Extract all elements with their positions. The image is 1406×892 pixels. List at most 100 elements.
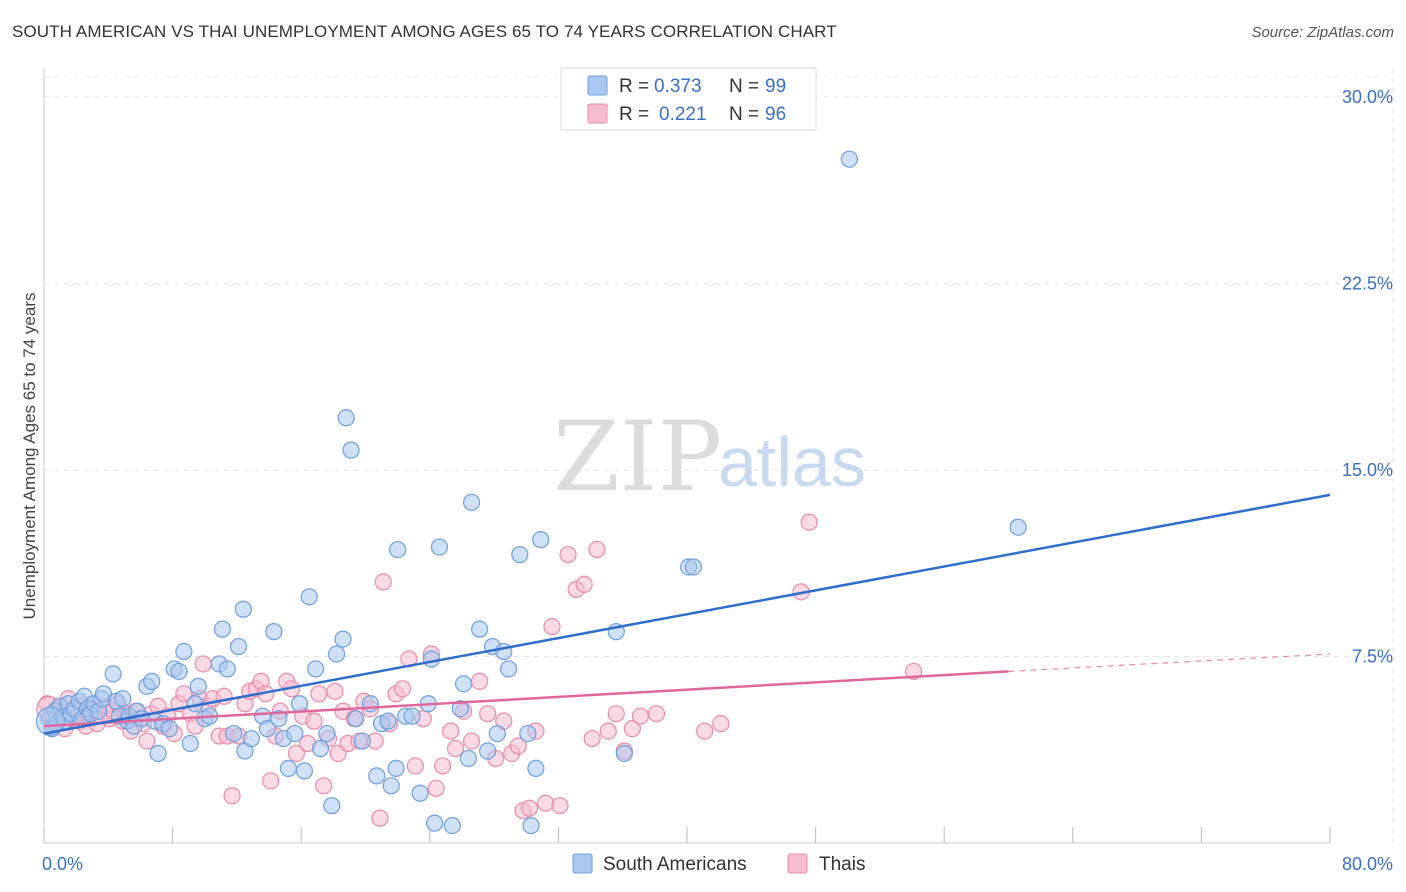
south-americans-point bbox=[519, 724, 537, 743]
legend-swatch-south-americans bbox=[587, 75, 608, 96]
south-americans-point bbox=[522, 816, 540, 835]
legend-r-value-2: 0.221 bbox=[659, 104, 707, 125]
thais-point bbox=[223, 787, 241, 805]
south-americans-point bbox=[318, 724, 336, 743]
south-americans-point bbox=[149, 744, 167, 763]
watermark-atlas: atlas bbox=[718, 423, 866, 501]
legend-n-label-1: N = bbox=[729, 76, 759, 97]
thais-point bbox=[175, 685, 193, 703]
south-americans-point bbox=[684, 558, 703, 576]
x-axis-ticks bbox=[43, 827, 1331, 843]
south-americans-point bbox=[430, 538, 449, 556]
thais-point bbox=[442, 722, 460, 740]
y-tick-label-0: 7.5% bbox=[1352, 647, 1393, 667]
y-axis-label: Unemployment Among Ages 65 to 74 years bbox=[20, 293, 39, 620]
bottom-legend-label-south-americans: South Americans bbox=[603, 854, 747, 875]
thais-trend-line bbox=[43, 670, 1009, 728]
south-americans-point bbox=[337, 409, 355, 427]
south-americans-trend-line bbox=[43, 493, 1331, 735]
thais-point bbox=[446, 739, 465, 758]
thais-point bbox=[194, 655, 212, 673]
south-americans-point bbox=[181, 734, 199, 753]
south-americans-point bbox=[143, 672, 161, 690]
south-americans-point bbox=[451, 700, 469, 718]
thais-point bbox=[406, 757, 424, 775]
south-americans-point bbox=[615, 744, 633, 763]
south-americans-point bbox=[242, 729, 260, 748]
south-americans-point bbox=[323, 797, 341, 815]
thais-point bbox=[371, 809, 389, 827]
south-americans-point bbox=[286, 724, 304, 743]
south-americans-point bbox=[225, 724, 243, 743]
south-americans-point bbox=[426, 814, 444, 832]
x-tick-label-min: 0.0% bbox=[42, 854, 83, 874]
thais-point bbox=[462, 732, 481, 750]
south-americans-point bbox=[342, 441, 360, 459]
south-americans-point bbox=[104, 665, 122, 683]
thais-point bbox=[631, 707, 649, 725]
south-americans-point bbox=[403, 707, 421, 725]
legend-top: R = 0.373 N = 99 R = 0.221 N = 96 bbox=[560, 67, 817, 131]
south-americans-point bbox=[290, 695, 309, 713]
south-americans-point bbox=[258, 720, 277, 738]
south-americans-point bbox=[443, 816, 461, 835]
legend-n-label-2: N = bbox=[729, 104, 759, 125]
thais-point bbox=[583, 729, 601, 748]
south-americans-point bbox=[213, 620, 232, 638]
south-americans-point bbox=[265, 623, 283, 641]
south-americans-point bbox=[234, 600, 252, 618]
thais-trend-extension bbox=[1008, 653, 1331, 673]
thais-point bbox=[647, 705, 666, 723]
chart-title: SOUTH AMERICAN VS THAI UNEMPLOYMENT AMON… bbox=[12, 22, 837, 41]
thais-point bbox=[575, 575, 593, 593]
thais-point bbox=[800, 513, 818, 531]
thais-point bbox=[305, 712, 323, 730]
south-americans-point bbox=[270, 710, 288, 728]
thais-point bbox=[310, 685, 328, 703]
south-americans-point bbox=[389, 540, 407, 559]
south-americans-point bbox=[1009, 518, 1027, 536]
legend-n-value-2: 96 bbox=[765, 104, 786, 125]
y-axis-tick-labels: 7.5% 15.0% 22.5% 30.0% bbox=[1342, 87, 1393, 667]
thais-point bbox=[434, 757, 452, 775]
south-americans-point bbox=[353, 732, 371, 750]
thais-point bbox=[551, 797, 569, 815]
thais-point bbox=[696, 722, 714, 740]
y-tick-label-3: 30.0% bbox=[1342, 87, 1393, 107]
south-americans-point bbox=[189, 677, 207, 695]
south-americans-point bbox=[170, 662, 188, 681]
thais-point bbox=[559, 545, 577, 564]
south-americans-point bbox=[479, 742, 497, 760]
south-americans-point bbox=[454, 675, 473, 693]
south-americans-point bbox=[311, 739, 330, 758]
legend-swatch-thais bbox=[587, 103, 608, 124]
south-americans-point bbox=[532, 531, 550, 549]
thais-point bbox=[393, 680, 412, 698]
thais-point bbox=[623, 720, 641, 738]
thais-point bbox=[471, 672, 489, 690]
south-americans-points bbox=[35, 150, 1027, 835]
thais-point bbox=[599, 722, 617, 740]
south-americans-point bbox=[411, 784, 429, 802]
thais-point bbox=[427, 779, 445, 797]
watermark-zip: ZIP bbox=[553, 401, 722, 513]
south-americans-point bbox=[462, 493, 481, 511]
south-americans-point bbox=[368, 767, 386, 785]
south-americans-point bbox=[382, 777, 400, 795]
bottom-legend-swatch-south-americans bbox=[572, 853, 593, 874]
south-americans-point bbox=[218, 660, 236, 678]
bottom-legend-label-thais: Thais bbox=[819, 854, 865, 875]
south-americans-point bbox=[422, 650, 441, 668]
south-americans-point bbox=[387, 759, 405, 778]
south-americans-point bbox=[307, 660, 325, 678]
thais-point bbox=[712, 715, 730, 733]
south-americans-point bbox=[114, 690, 132, 708]
south-americans-point bbox=[94, 685, 113, 703]
south-americans-point bbox=[471, 620, 489, 638]
thais-point bbox=[607, 705, 625, 723]
thais-point bbox=[326, 682, 344, 700]
thais-point bbox=[287, 744, 305, 763]
south-americans-point bbox=[160, 720, 178, 738]
y-tick-label-2: 22.5% bbox=[1342, 274, 1393, 294]
